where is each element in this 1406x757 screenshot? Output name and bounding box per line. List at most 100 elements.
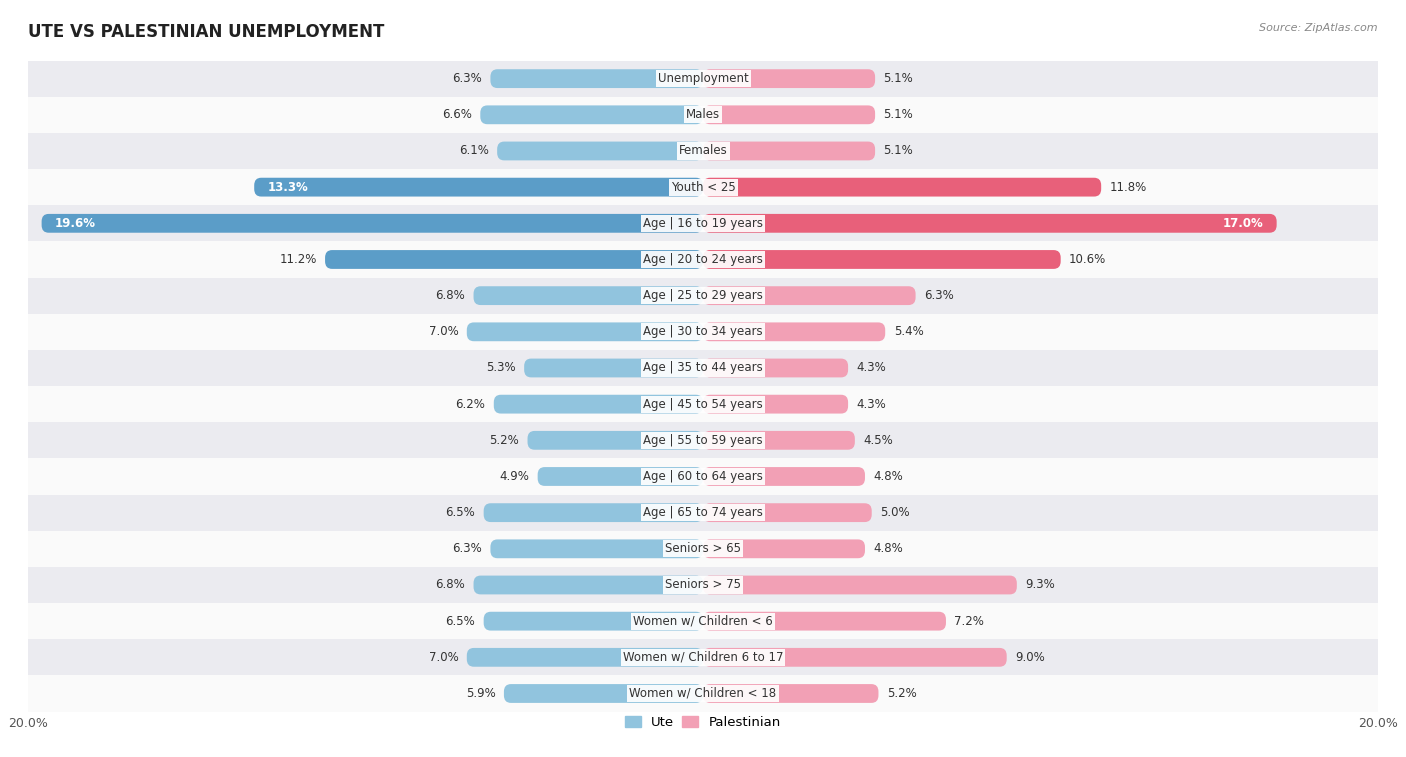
Bar bbox=[28, 567, 1378, 603]
FancyBboxPatch shape bbox=[537, 467, 703, 486]
Text: 5.1%: 5.1% bbox=[883, 72, 914, 85]
Text: 5.3%: 5.3% bbox=[486, 362, 516, 375]
FancyBboxPatch shape bbox=[703, 575, 1017, 594]
FancyBboxPatch shape bbox=[703, 250, 1060, 269]
FancyBboxPatch shape bbox=[474, 575, 703, 594]
Text: 5.2%: 5.2% bbox=[489, 434, 519, 447]
Bar bbox=[28, 241, 1378, 278]
Legend: Ute, Palestinian: Ute, Palestinian bbox=[620, 711, 786, 734]
FancyBboxPatch shape bbox=[467, 322, 703, 341]
FancyBboxPatch shape bbox=[703, 467, 865, 486]
Bar bbox=[28, 531, 1378, 567]
FancyBboxPatch shape bbox=[703, 503, 872, 522]
Bar bbox=[28, 133, 1378, 169]
Text: Youth < 25: Youth < 25 bbox=[671, 181, 735, 194]
FancyBboxPatch shape bbox=[498, 142, 703, 160]
Text: Age | 20 to 24 years: Age | 20 to 24 years bbox=[643, 253, 763, 266]
Text: 19.6%: 19.6% bbox=[55, 217, 96, 230]
Text: Age | 55 to 59 years: Age | 55 to 59 years bbox=[643, 434, 763, 447]
FancyBboxPatch shape bbox=[467, 648, 703, 667]
Bar bbox=[28, 639, 1378, 675]
Text: Seniors > 75: Seniors > 75 bbox=[665, 578, 741, 591]
Text: 6.3%: 6.3% bbox=[453, 72, 482, 85]
FancyBboxPatch shape bbox=[703, 286, 915, 305]
Bar bbox=[28, 169, 1378, 205]
FancyBboxPatch shape bbox=[484, 612, 703, 631]
Text: 7.0%: 7.0% bbox=[429, 326, 458, 338]
Text: 6.1%: 6.1% bbox=[458, 145, 489, 157]
Text: 5.1%: 5.1% bbox=[883, 108, 914, 121]
Bar bbox=[28, 61, 1378, 97]
FancyBboxPatch shape bbox=[703, 648, 1007, 667]
Text: 6.5%: 6.5% bbox=[446, 615, 475, 628]
Text: 11.8%: 11.8% bbox=[1109, 181, 1147, 194]
Text: Unemployment: Unemployment bbox=[658, 72, 748, 85]
Text: 5.9%: 5.9% bbox=[465, 687, 495, 700]
Bar bbox=[28, 603, 1378, 639]
Text: Females: Females bbox=[679, 145, 727, 157]
FancyBboxPatch shape bbox=[494, 394, 703, 413]
Text: Women w/ Children < 6: Women w/ Children < 6 bbox=[633, 615, 773, 628]
FancyBboxPatch shape bbox=[703, 142, 875, 160]
Text: 6.5%: 6.5% bbox=[446, 506, 475, 519]
Text: 4.8%: 4.8% bbox=[873, 542, 903, 556]
FancyBboxPatch shape bbox=[491, 540, 703, 558]
Bar bbox=[28, 494, 1378, 531]
Text: 13.3%: 13.3% bbox=[267, 181, 308, 194]
Bar bbox=[28, 97, 1378, 133]
Text: Age | 60 to 64 years: Age | 60 to 64 years bbox=[643, 470, 763, 483]
FancyBboxPatch shape bbox=[703, 322, 886, 341]
Bar bbox=[28, 205, 1378, 241]
Text: Age | 16 to 19 years: Age | 16 to 19 years bbox=[643, 217, 763, 230]
Text: 5.2%: 5.2% bbox=[887, 687, 917, 700]
Bar bbox=[28, 422, 1378, 459]
Text: 4.9%: 4.9% bbox=[499, 470, 529, 483]
Text: Women w/ Children 6 to 17: Women w/ Children 6 to 17 bbox=[623, 651, 783, 664]
FancyBboxPatch shape bbox=[703, 394, 848, 413]
Bar bbox=[28, 459, 1378, 494]
FancyBboxPatch shape bbox=[703, 359, 848, 378]
Text: 6.8%: 6.8% bbox=[436, 289, 465, 302]
FancyBboxPatch shape bbox=[703, 69, 875, 88]
FancyBboxPatch shape bbox=[703, 684, 879, 703]
Text: Seniors > 65: Seniors > 65 bbox=[665, 542, 741, 556]
Text: 4.3%: 4.3% bbox=[856, 397, 886, 410]
FancyBboxPatch shape bbox=[703, 178, 1101, 197]
FancyBboxPatch shape bbox=[484, 503, 703, 522]
Text: 10.6%: 10.6% bbox=[1069, 253, 1107, 266]
FancyBboxPatch shape bbox=[703, 612, 946, 631]
Text: 11.2%: 11.2% bbox=[280, 253, 316, 266]
Text: 9.0%: 9.0% bbox=[1015, 651, 1045, 664]
Text: 6.3%: 6.3% bbox=[453, 542, 482, 556]
Text: 9.3%: 9.3% bbox=[1025, 578, 1054, 591]
Text: 4.8%: 4.8% bbox=[873, 470, 903, 483]
Text: 7.2%: 7.2% bbox=[955, 615, 984, 628]
Text: Age | 45 to 54 years: Age | 45 to 54 years bbox=[643, 397, 763, 410]
FancyBboxPatch shape bbox=[491, 69, 703, 88]
Text: Age | 30 to 34 years: Age | 30 to 34 years bbox=[643, 326, 763, 338]
Text: UTE VS PALESTINIAN UNEMPLOYMENT: UTE VS PALESTINIAN UNEMPLOYMENT bbox=[28, 23, 384, 41]
FancyBboxPatch shape bbox=[527, 431, 703, 450]
Text: 4.5%: 4.5% bbox=[863, 434, 893, 447]
FancyBboxPatch shape bbox=[703, 431, 855, 450]
FancyBboxPatch shape bbox=[503, 684, 703, 703]
Text: 5.1%: 5.1% bbox=[883, 145, 914, 157]
FancyBboxPatch shape bbox=[703, 214, 1277, 232]
Text: Males: Males bbox=[686, 108, 720, 121]
Text: Age | 25 to 29 years: Age | 25 to 29 years bbox=[643, 289, 763, 302]
FancyBboxPatch shape bbox=[474, 286, 703, 305]
Bar bbox=[28, 386, 1378, 422]
Text: Source: ZipAtlas.com: Source: ZipAtlas.com bbox=[1260, 23, 1378, 33]
Bar bbox=[28, 313, 1378, 350]
Text: 6.6%: 6.6% bbox=[441, 108, 472, 121]
Text: 5.4%: 5.4% bbox=[894, 326, 924, 338]
Bar bbox=[28, 350, 1378, 386]
Text: 4.3%: 4.3% bbox=[856, 362, 886, 375]
FancyBboxPatch shape bbox=[325, 250, 703, 269]
Text: Age | 65 to 74 years: Age | 65 to 74 years bbox=[643, 506, 763, 519]
Text: Age | 35 to 44 years: Age | 35 to 44 years bbox=[643, 362, 763, 375]
Bar bbox=[28, 675, 1378, 712]
Text: 6.3%: 6.3% bbox=[924, 289, 953, 302]
Text: 5.0%: 5.0% bbox=[880, 506, 910, 519]
FancyBboxPatch shape bbox=[524, 359, 703, 378]
